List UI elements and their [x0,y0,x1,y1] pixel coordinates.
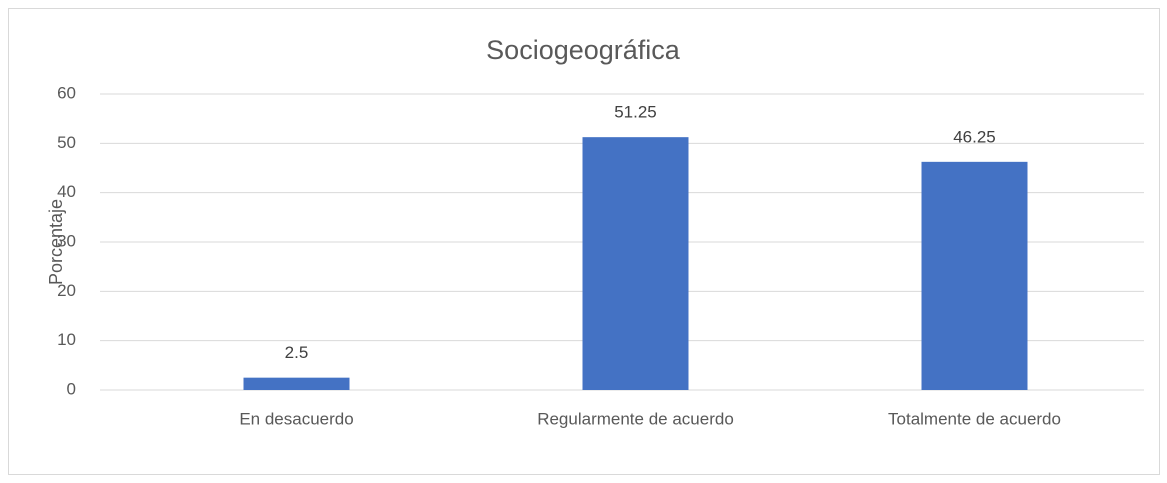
y-axis-label: Porcentaje [46,199,66,285]
data-label: 51.25 [614,103,657,122]
bar [921,161,1028,390]
data-label: 2.5 [285,343,309,362]
x-tick-label: Regularmente de acuerdo [537,409,734,428]
bar [582,137,689,390]
y-tick-label: 50 [57,133,76,152]
bar [243,377,350,390]
y-tick-label: 60 [57,83,76,102]
y-tick-label: 40 [57,182,76,201]
x-tick-label: Totalmente de acuerdo [888,409,1061,428]
y-tick-label: 20 [57,281,76,300]
y-tick-label: 30 [57,231,76,250]
x-tick-label: En desacuerdo [239,409,353,428]
chart-title: Sociogeográfica [486,35,681,65]
y-tick-label: 0 [67,379,76,398]
data-label: 46.25 [953,127,996,146]
y-tick-label: 10 [57,330,76,349]
